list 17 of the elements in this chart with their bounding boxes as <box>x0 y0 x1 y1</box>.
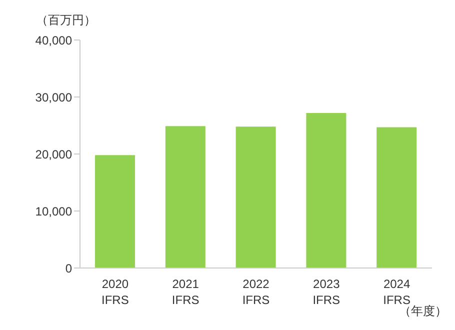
x-tick-label: 2023 IFRS <box>312 277 340 307</box>
x-tick-label: 2022 IFRS <box>242 277 270 307</box>
bar <box>236 126 276 268</box>
x-tick-label: 2021 IFRS <box>172 277 200 307</box>
x-tick-label: 2024 IFRS <box>383 277 410 307</box>
bar <box>95 155 135 268</box>
bar <box>376 127 417 268</box>
bar <box>306 112 346 268</box>
x-axis-title: （年度） <box>399 304 447 320</box>
y-tick-label: 0 <box>65 261 72 276</box>
y-axis-title: （百万円） <box>36 12 96 29</box>
bar <box>165 126 206 268</box>
y-tick-label: 20,000 <box>35 147 72 162</box>
y-tick-label: 40,000 <box>35 33 72 48</box>
y-tick-label: 30,000 <box>35 90 72 104</box>
x-tick-label: 2020 IFRS <box>102 277 129 307</box>
y-tick-label: 10,000 <box>35 204 72 218</box>
